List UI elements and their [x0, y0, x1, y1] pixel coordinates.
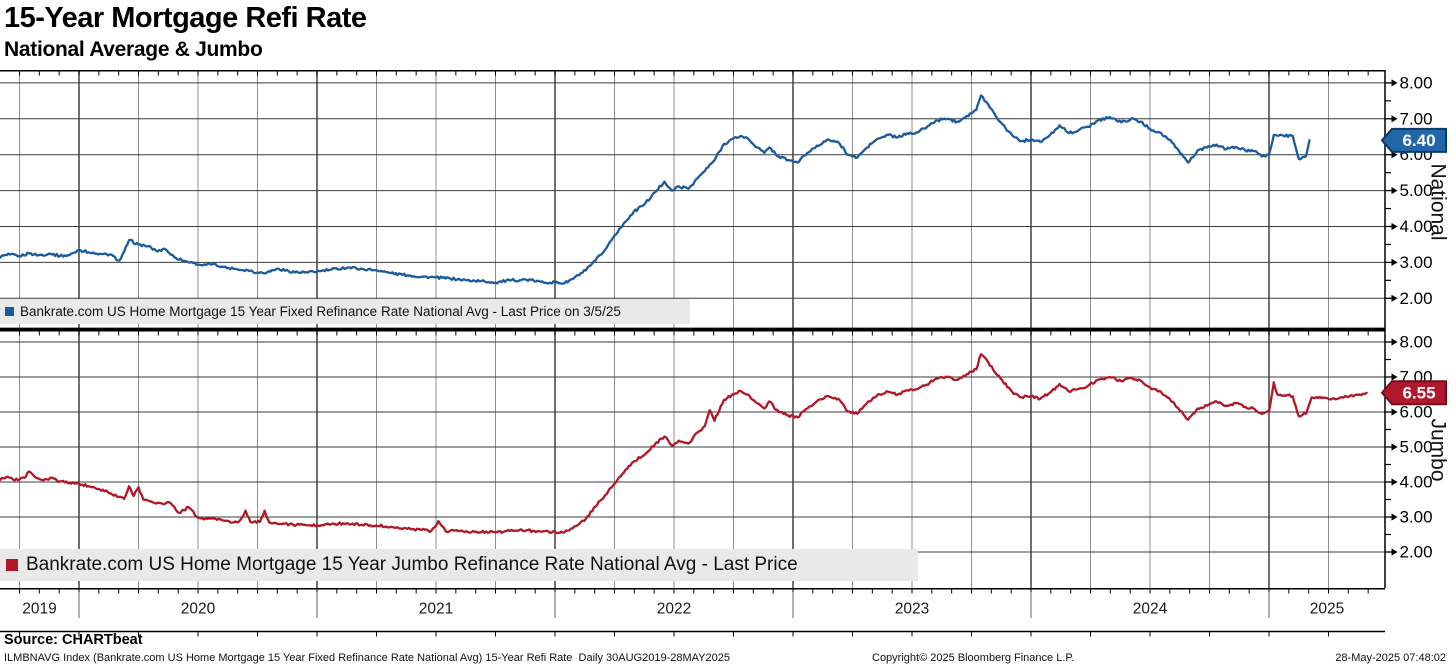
- last-price-tag: 6.55: [1402, 383, 1435, 402]
- year-label: 2020: [181, 601, 216, 618]
- year-label: 2021: [419, 601, 453, 618]
- panel-axis-title: Jumbo: [1427, 418, 1450, 481]
- national-series-marker-icon: [5, 307, 14, 316]
- national-series-legend: Bankrate.com US Home Mortgage 15 Year Fi…: [0, 299, 690, 324]
- national-series-legend-label: Bankrate.com US Home Mortgage 15 Year Fi…: [20, 304, 621, 319]
- svg-text:5.00: 5.00: [1400, 181, 1433, 200]
- panel-axis-title: National: [1427, 163, 1450, 240]
- index-description: ILMBNAVG Index (Bankrate.com US Home Mor…: [4, 652, 730, 664]
- copyright-notice: Copyright© 2025 Bloomberg Finance L.P.: [872, 652, 1075, 664]
- svg-text:6.00: 6.00: [1400, 403, 1433, 422]
- jumbo-series-legend: Bankrate.com US Home Mortgage 15 Year Ju…: [0, 549, 918, 581]
- svg-text:4.00: 4.00: [1400, 217, 1433, 236]
- last-price-tag: 6.40: [1402, 131, 1435, 150]
- year-label: 2019: [22, 601, 56, 618]
- chart-subtitle: National Average & Jumbo: [4, 38, 263, 61]
- svg-text:8.00: 8.00: [1400, 333, 1433, 352]
- svg-text:3.00: 3.00: [1400, 253, 1433, 272]
- year-label: 2024: [1133, 601, 1168, 618]
- svg-text:4.00: 4.00: [1400, 473, 1433, 492]
- chart-title: 15-Year Mortgage Refi Rate: [4, 2, 367, 34]
- date-axis: 2019 2020 2021 2022 2023 2024 2025: [0, 588, 1385, 637]
- svg-text:5.00: 5.00: [1400, 438, 1433, 457]
- svg-text:8.00: 8.00: [1400, 73, 1433, 92]
- source-attribution: Source: CHARTbeat: [4, 632, 143, 648]
- year-label: 2025: [1310, 601, 1344, 618]
- year-label: 2023: [895, 601, 929, 618]
- jumbo-series-marker-icon: [6, 559, 18, 571]
- svg-text:2.00: 2.00: [1400, 543, 1433, 562]
- jumbo-series-legend-label: Bankrate.com US Home Mortgage 15 Year Ju…: [26, 554, 798, 575]
- svg-text:3.00: 3.00: [1400, 508, 1433, 527]
- svg-text:2.00: 2.00: [1400, 289, 1433, 308]
- svg-text:7.00: 7.00: [1400, 109, 1433, 128]
- year-label: 2022: [657, 601, 691, 618]
- render-timestamp: 28-May-2025 07:48:02: [1335, 652, 1446, 664]
